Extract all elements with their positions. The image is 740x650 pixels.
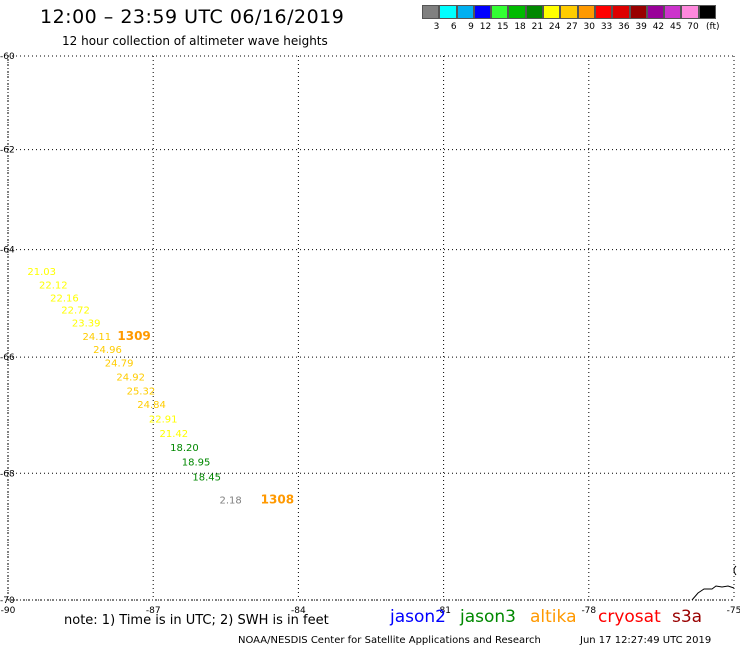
scale-swatch	[629, 5, 647, 19]
scale-swatch	[543, 5, 561, 19]
wave-height-value: 21.42	[159, 429, 188, 440]
scale-swatch	[473, 5, 492, 19]
scale-label: 18	[514, 22, 526, 32]
scale-swatch	[422, 5, 440, 19]
wave-height-value: 22.16	[50, 293, 79, 304]
scale-label: 70	[687, 22, 699, 32]
legend-jason3: jason3	[460, 607, 516, 627]
wave-height-value: 24.92	[116, 373, 145, 384]
scale-swatch	[612, 5, 630, 19]
lon-tick-label: -87	[146, 606, 161, 616]
color-scale	[422, 5, 717, 19]
scale-swatch	[577, 5, 595, 19]
scale-swatch	[508, 5, 526, 19]
scale-swatch	[456, 5, 474, 19]
scale-label: 36	[618, 22, 630, 32]
scale-swatch	[646, 5, 665, 19]
color-scale-labels: 3 6 9 12 15 18 21 24 27 30 33 36 39 42 45 70	[422, 22, 699, 32]
wave-height-value: 2.18	[220, 495, 242, 506]
wave-height-value: 24.96	[93, 345, 122, 356]
pass-number-label: 1308	[261, 492, 294, 506]
scale-swatch	[491, 5, 509, 19]
scale-swatch	[664, 5, 682, 19]
credit-text: NOAA/NESDIS Center for Satellite Applica…	[238, 635, 541, 646]
wave-height-value: 24.11	[83, 332, 112, 343]
scale-swatch	[594, 5, 613, 19]
lat-tick-label: -68	[0, 469, 15, 479]
wave-height-value: 18.95	[182, 457, 211, 468]
scale-label: 12	[479, 22, 492, 32]
generated-timestamp: Jun 17 12:27:49 UTC 2019	[580, 635, 712, 646]
lat-tick-label: -60	[0, 52, 15, 62]
footer-note: note: 1) Time is in UTC; 2) SWH is in fe…	[64, 613, 329, 628]
scale-label: 15	[497, 22, 509, 32]
scale-label: 24	[548, 22, 561, 32]
legend-cryosat: cryosat	[598, 607, 661, 627]
lat-tick-label: -64	[0, 246, 15, 256]
wave-height-value: 25.32	[127, 386, 156, 397]
wave-height-value: 18.20	[170, 443, 199, 454]
page-title: 12:00 – 23:59 UTC 06/16/2019	[40, 6, 345, 28]
legend-s3a: s3a	[672, 607, 703, 627]
lon-tick-label: -90	[1, 606, 16, 616]
pass-number-label: 1309	[117, 329, 150, 343]
legend-altika: altika	[530, 607, 577, 627]
wave-height-value: 24.84	[137, 400, 166, 411]
coastline	[733, 565, 737, 576]
wave-height-value: 22.91	[149, 415, 178, 426]
legend-jason2: jason2	[390, 607, 446, 627]
lat-tick-label: -70	[0, 596, 15, 606]
wave-height-value: 24.79	[105, 359, 134, 370]
color-scale-unit: (ft)	[706, 22, 720, 32]
wave-height-value: 21.03	[27, 267, 56, 278]
lat-tick-label: -66	[0, 353, 15, 363]
scale-swatch	[439, 5, 457, 19]
scale-label: 21	[531, 22, 544, 32]
scale-swatch	[525, 5, 544, 19]
scale-label: 33	[600, 22, 613, 32]
lon-tick-label: -84	[291, 606, 306, 616]
scale-label: 27	[566, 22, 578, 32]
scale-label: 42	[652, 22, 665, 32]
scale-swatch	[560, 5, 578, 19]
scale-label: 30	[583, 22, 595, 32]
scale-swatch	[698, 5, 717, 19]
scale-label: 9	[468, 22, 474, 32]
scale-swatch	[681, 5, 699, 19]
scale-label: 45	[670, 22, 682, 32]
scale-label: 6	[450, 22, 457, 32]
lon-tick-label: -81	[436, 606, 451, 616]
lon-tick-label: -78	[581, 606, 596, 616]
wave-height-value: 23.39	[72, 319, 101, 330]
scale-label: 39	[635, 22, 647, 32]
coastline	[691, 585, 735, 601]
wave-height-value: 22.12	[39, 280, 68, 291]
wave-height-value: 22.72	[61, 306, 90, 317]
page-subtitle: 12 hour collection of altimeter wave hei…	[62, 34, 328, 48]
wave-height-value: 18.45	[192, 473, 221, 484]
scale-label: 3	[433, 22, 440, 32]
lat-tick-label: -62	[0, 146, 15, 156]
lon-tick-label: -75	[727, 606, 740, 616]
